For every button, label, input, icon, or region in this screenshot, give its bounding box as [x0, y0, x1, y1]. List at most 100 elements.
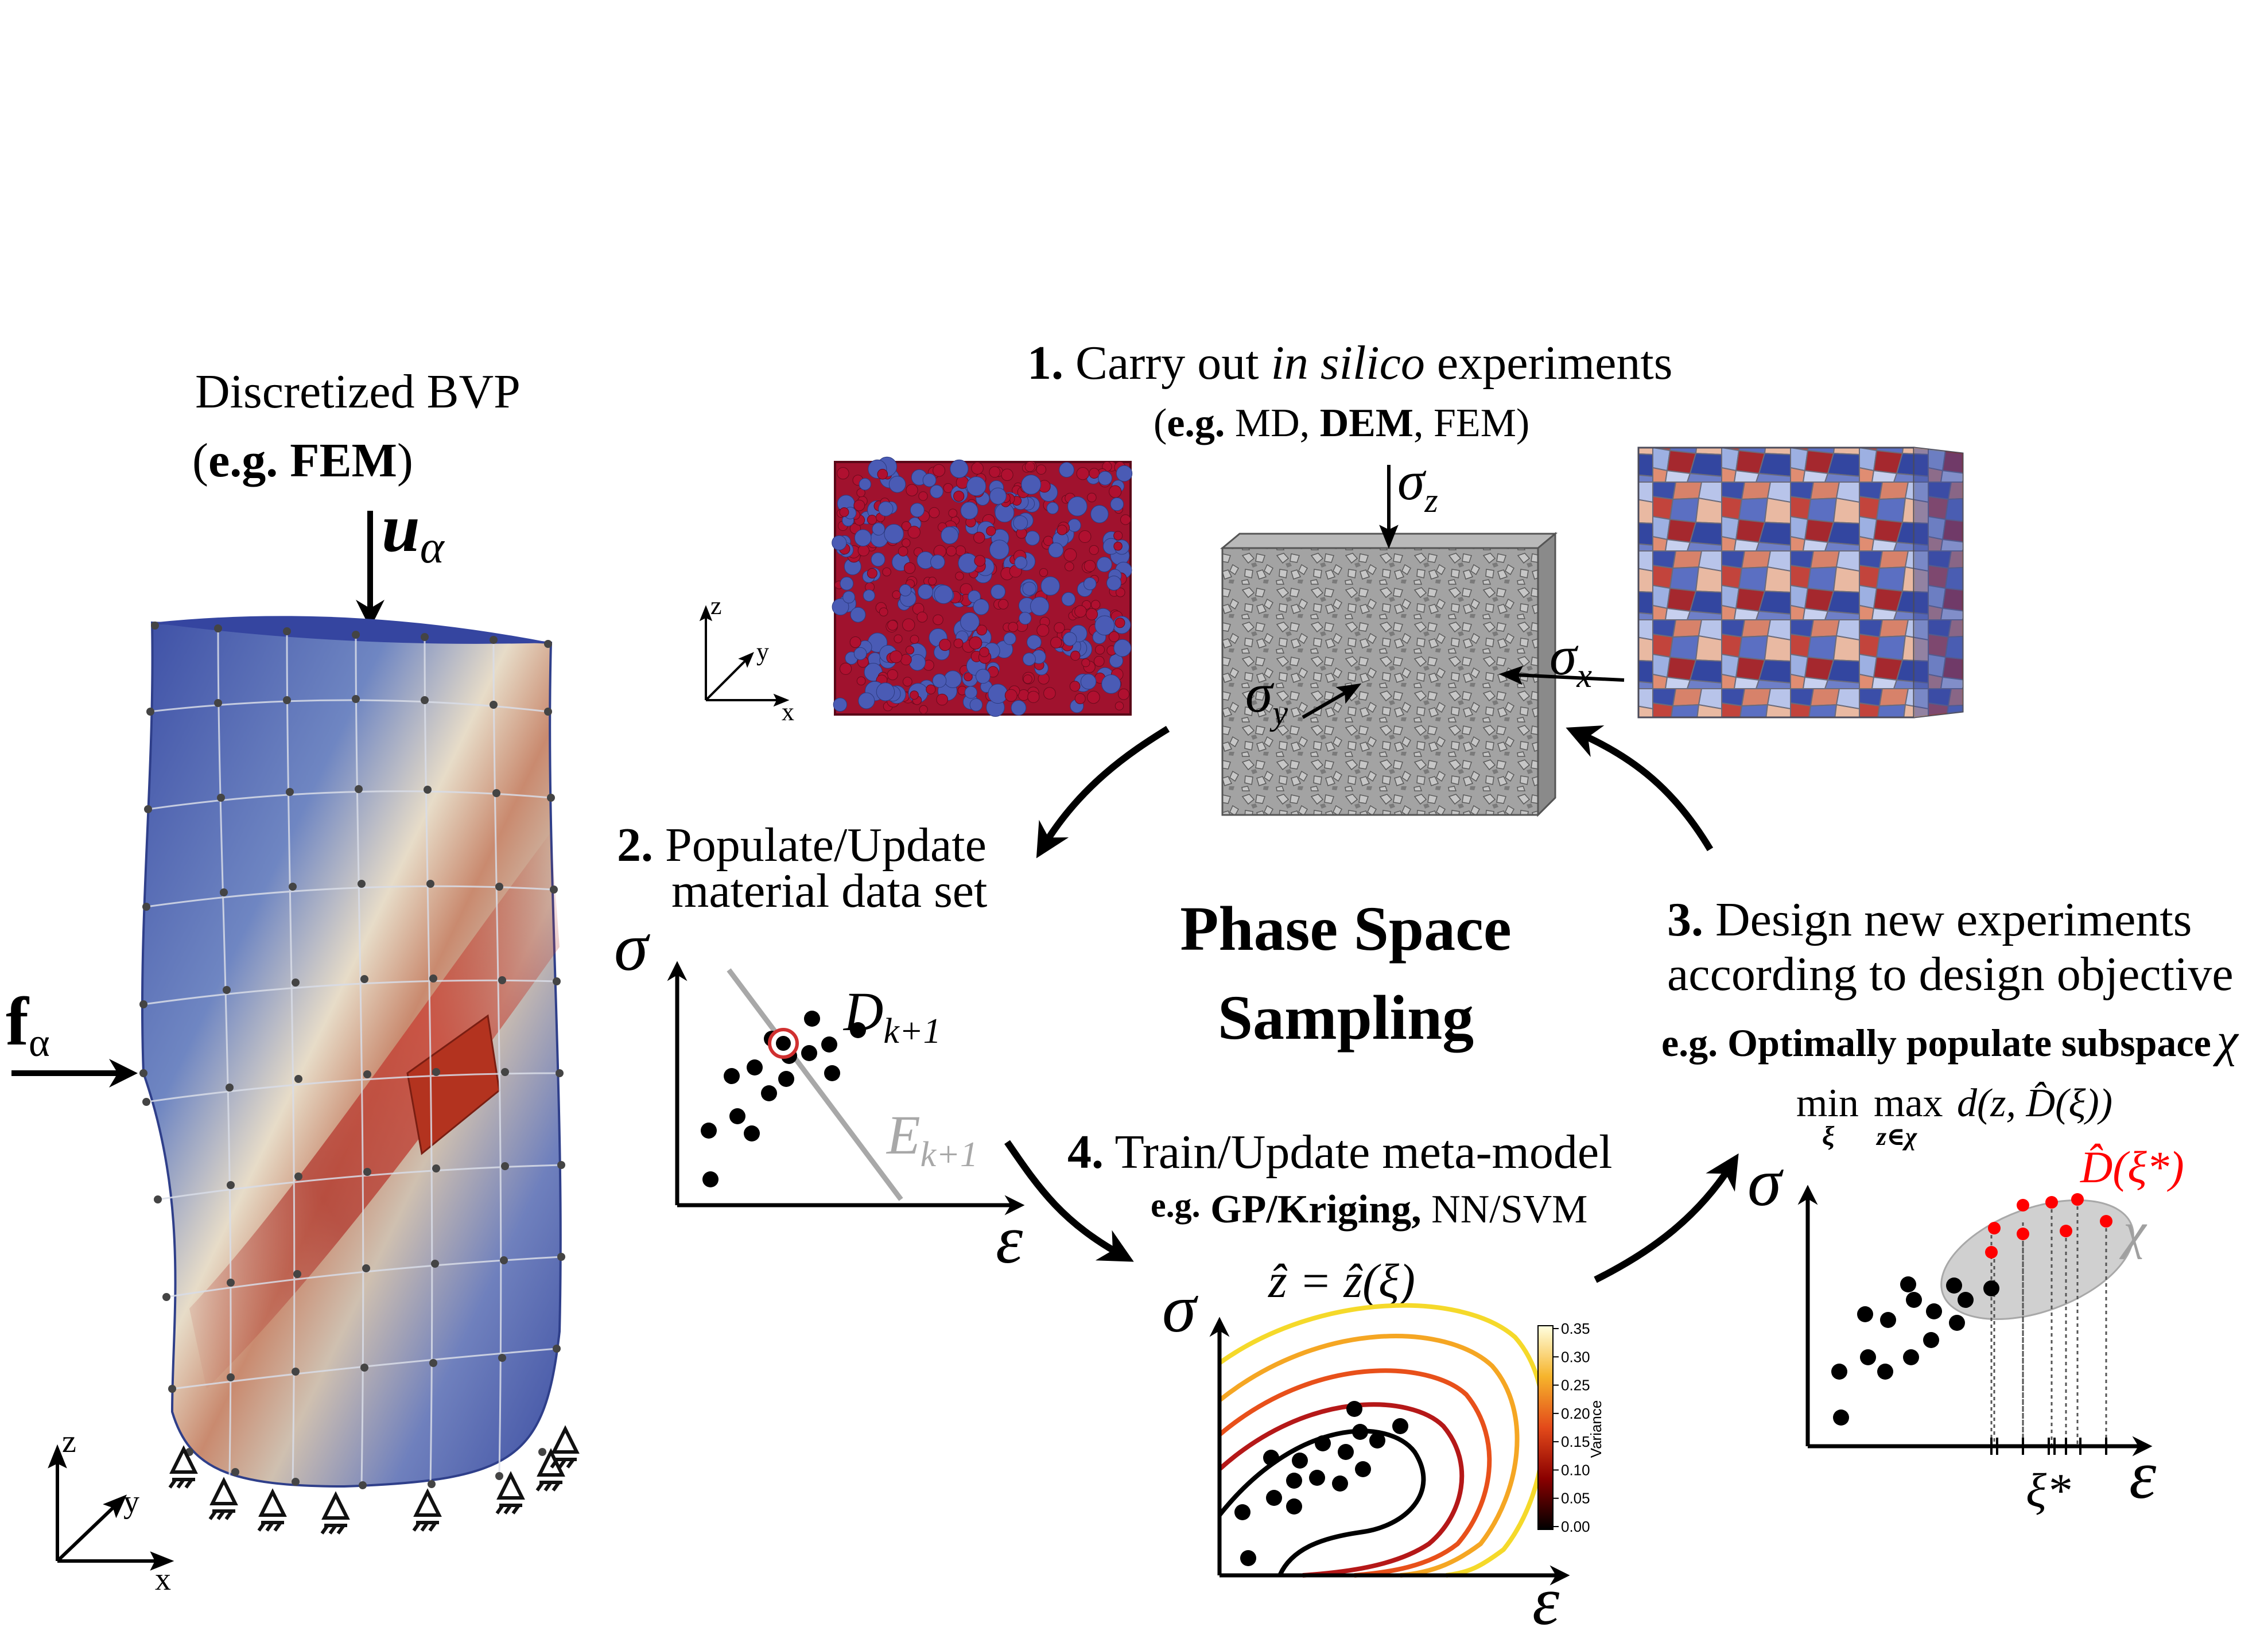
- fem-stress-band: [189, 832, 560, 1389]
- particle: [1019, 612, 1032, 625]
- sigma-z-label: σz: [1397, 450, 1438, 519]
- force-label: fα: [6, 983, 50, 1065]
- particle: [1036, 624, 1050, 637]
- left-bvp-panel: Discretized BVP (e.g. FEM) uα fα: [6, 365, 580, 1597]
- particle: [1063, 632, 1077, 646]
- particle: [858, 692, 875, 709]
- particle: [840, 576, 854, 591]
- particle: [910, 690, 919, 700]
- particle: [960, 612, 980, 632]
- step2-sigma: σ: [614, 908, 650, 985]
- particle: [946, 546, 957, 557]
- particle: [1004, 689, 1018, 702]
- particle: [966, 476, 987, 496]
- particle: [1090, 600, 1101, 609]
- sigma-x-symbol: σ: [1549, 625, 1579, 686]
- step2-line2: material data set: [671, 864, 987, 918]
- particle: [1116, 465, 1133, 482]
- colorbar-label: Variance: [1587, 1400, 1605, 1458]
- contour-orange: [1218, 1368, 1492, 1578]
- particle: [907, 526, 921, 539]
- particle: [1074, 605, 1087, 618]
- particle: [1021, 475, 1042, 495]
- particle: [1059, 462, 1074, 478]
- particle: [1050, 636, 1062, 649]
- particle: [943, 483, 953, 493]
- step1-subtitle: (e.g. MD, DEM, FEM): [1154, 401, 1529, 445]
- particle: [850, 607, 866, 623]
- center-title: Phase Space Sampling: [1180, 894, 1512, 1053]
- particle: [867, 568, 877, 578]
- particle: [1025, 530, 1040, 546]
- particle: [1102, 461, 1112, 472]
- particle: [887, 620, 898, 631]
- step1-sub-eg: e.g.: [1167, 401, 1225, 445]
- particle: [969, 698, 983, 712]
- step3-dhat-label: D̂(ξ*): [2080, 1142, 2184, 1192]
- center-line1: Phase Space: [1180, 894, 1512, 964]
- step3-objective-expr: d(z, D̂(ξ)): [1957, 1081, 2112, 1125]
- fem-mesh-nodes: [139, 622, 565, 1489]
- step4-title: 4. Train/Update meta-model: [1067, 1125, 1613, 1179]
- step4-sigma: σ: [1162, 1270, 1198, 1346]
- particle: [1001, 468, 1013, 481]
- md-particle-cube: [832, 456, 1133, 717]
- particle: [979, 647, 989, 657]
- particle: [1070, 650, 1081, 661]
- cube-axis-y: y: [756, 638, 769, 666]
- step2-E-line: [727, 968, 903, 1201]
- step3-eg: e.g. Optimally populate subspace χ: [1661, 1014, 2239, 1067]
- particle: [1027, 690, 1040, 703]
- particle: [989, 466, 1001, 478]
- particle: [1110, 497, 1124, 511]
- particle: [926, 684, 936, 694]
- colorbar-tick-label: 0.30: [1561, 1348, 1590, 1365]
- particle: [906, 484, 918, 496]
- particle: [1043, 687, 1056, 700]
- particle: [910, 503, 925, 518]
- particle: [1057, 525, 1067, 535]
- step1-sub-rest: , FEM): [1413, 401, 1529, 445]
- bvp-axis-y: y: [123, 1484, 139, 1520]
- particle: [1003, 632, 1016, 645]
- particle: [1087, 690, 1100, 704]
- contour-yellow: [1218, 1303, 1547, 1578]
- particle: [1065, 561, 1074, 572]
- particle: [953, 491, 965, 502]
- step1-text-a: Carry out: [1063, 336, 1271, 390]
- step3-max: max: [1874, 1081, 1943, 1125]
- particle: [928, 577, 937, 585]
- cycle-arrows: [1004, 725, 1739, 1283]
- particle: [975, 669, 991, 684]
- colorbar-tick-label: 0.00: [1561, 1518, 1590, 1535]
- step3-sigma: σ: [1747, 1144, 1784, 1220]
- particle: [929, 507, 940, 518]
- bvp-subtitle: (e.g. FEM): [192, 434, 413, 487]
- contour-black: [1217, 1428, 1426, 1576]
- particle: [933, 464, 946, 477]
- sigma-x-sub: x: [1576, 657, 1592, 694]
- particle: [833, 697, 848, 712]
- arrow-2-to-4: [1004, 1140, 1134, 1262]
- particle: [1063, 548, 1077, 562]
- step2-D-label: Dk+1: [842, 981, 941, 1051]
- step2-line1: Populate/Update: [653, 818, 987, 872]
- cube-axes-triad: z y x: [699, 592, 794, 726]
- particle: [1074, 693, 1086, 704]
- particle: [1113, 531, 1123, 541]
- bvp-subtitle-eg: e.g. FEM: [208, 434, 397, 487]
- sigma-z-sub: z: [1424, 482, 1438, 519]
- step2-D-sub: k+1: [883, 1012, 941, 1051]
- bvp-subtitle-close: ): [397, 434, 413, 487]
- particle: [857, 545, 870, 557]
- particle: [1094, 615, 1115, 636]
- particle: [948, 508, 958, 518]
- particle: [842, 591, 855, 604]
- colorbar-tick-label: 0.10: [1561, 1461, 1590, 1478]
- particle: [849, 636, 861, 648]
- particle: [953, 638, 964, 649]
- fem-voronoi-cube: [1637, 446, 1964, 719]
- particle: [989, 539, 1009, 560]
- particle: [1120, 514, 1131, 525]
